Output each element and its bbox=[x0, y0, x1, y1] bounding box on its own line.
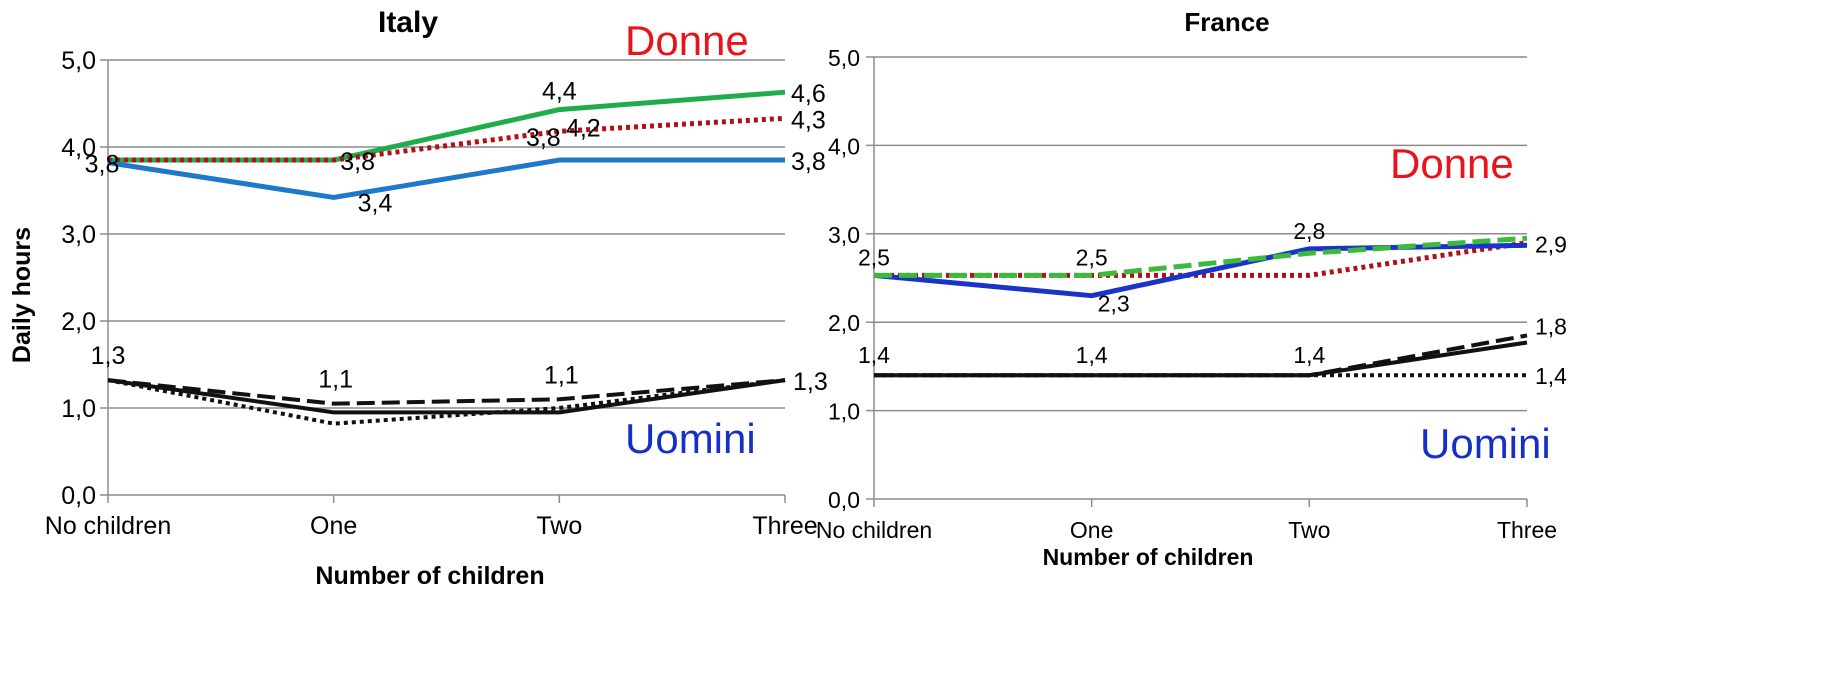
chart-panel-italy: 0,0 1,0 2,0 3,0 4,0 5,0 No children One Two Three… bbox=[8, 6, 828, 590]
x-axis-label: Number of children bbox=[315, 562, 544, 590]
data-label: 2,5 bbox=[858, 244, 890, 270]
data-label: 2,3 bbox=[1098, 291, 1130, 317]
y-tick-label: 0,0 bbox=[828, 487, 860, 513]
x-tick-label: One bbox=[310, 512, 357, 540]
data-label: 1,1 bbox=[318, 366, 353, 394]
series-line-5 bbox=[107, 378, 786, 426]
data-label: 1,3 bbox=[91, 342, 126, 370]
y-tick-label: 2,0 bbox=[61, 308, 96, 336]
data-label: 1,4 bbox=[1076, 342, 1108, 368]
chart-title: Italy bbox=[378, 6, 438, 39]
group-label-0: Donne bbox=[625, 17, 749, 64]
y-tick-label: 1,0 bbox=[828, 399, 860, 425]
chart-panel-france: 0,0 1,0 2,0 3,0 4,0 5,0 No children One Two Three… bbox=[816, 7, 1567, 570]
series-line-0 bbox=[874, 240, 1528, 278]
data-label: 2,9 bbox=[1535, 232, 1567, 258]
y-tick-label: 0,0 bbox=[61, 482, 96, 510]
x-tick-label: Two bbox=[1288, 517, 1330, 543]
group-label-1: Uomini bbox=[1420, 420, 1551, 467]
series-line-5 bbox=[874, 333, 1528, 378]
data-label: 2,5 bbox=[1076, 244, 1108, 270]
series-line-2 bbox=[874, 235, 1528, 278]
chart-title: France bbox=[1184, 7, 1269, 37]
data-label: 4,3 bbox=[791, 106, 826, 134]
x-tick-label: No children bbox=[816, 517, 932, 543]
data-label: 3,8 bbox=[340, 148, 375, 176]
series-line-2 bbox=[107, 157, 785, 200]
data-label: 3,8 bbox=[791, 148, 826, 176]
data-label: 1,4 bbox=[1535, 363, 1567, 389]
x-tick-label: No children bbox=[45, 512, 171, 540]
data-label: 3,4 bbox=[358, 189, 393, 217]
series-line-1 bbox=[873, 242, 1528, 299]
y-tick-label: 5,0 bbox=[828, 45, 860, 71]
group-label-0: Donne bbox=[1390, 140, 1514, 187]
series-line-1 bbox=[108, 115, 786, 163]
data-label: 3,8 bbox=[526, 124, 561, 152]
data-label: 4,2 bbox=[566, 114, 601, 142]
data-label: 1,3 bbox=[793, 368, 828, 396]
x-tick-label: Three bbox=[1497, 517, 1557, 543]
data-label: 1,8 bbox=[1535, 313, 1567, 339]
data-label: 1,1 bbox=[544, 361, 579, 389]
data-label: 4,4 bbox=[542, 78, 577, 106]
series-line-4 bbox=[107, 378, 786, 415]
y-tick-label: 3,0 bbox=[61, 221, 96, 249]
y-tick-label: 5,0 bbox=[61, 47, 96, 75]
x-tick-label: Two bbox=[536, 512, 582, 540]
series-line-4 bbox=[874, 340, 1528, 378]
x-tick-label: Three bbox=[752, 512, 817, 540]
data-label: 3,8 bbox=[85, 151, 120, 179]
group-label-1: Uomini bbox=[625, 415, 756, 462]
data-label: 1,4 bbox=[1293, 342, 1325, 368]
x-axis-label: Number of children bbox=[1043, 544, 1254, 570]
y-tick-label: 4,0 bbox=[61, 134, 96, 162]
data-label: 1,4 bbox=[858, 342, 890, 368]
x-tick-label: One bbox=[1070, 517, 1113, 543]
y-tick-label: 4,0 bbox=[828, 133, 860, 159]
y-tick-label: 1,0 bbox=[61, 395, 96, 423]
y-axis-label: Daily hours bbox=[8, 227, 36, 363]
y-tick-label: 3,0 bbox=[828, 222, 860, 248]
y-tick-label: 2,0 bbox=[828, 310, 860, 336]
series-line-3 bbox=[107, 378, 786, 406]
data-label: 4,6 bbox=[791, 80, 826, 108]
data-label: 2,8 bbox=[1293, 218, 1325, 244]
